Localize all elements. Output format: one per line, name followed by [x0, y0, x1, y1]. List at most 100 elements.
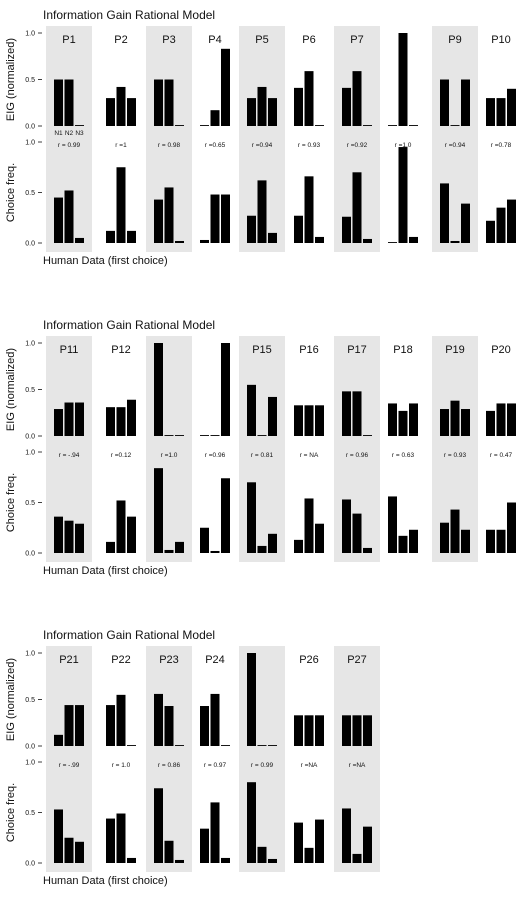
eig-bar-N2 — [257, 745, 267, 746]
choice-bar-N3 — [127, 516, 136, 553]
correlation-label: r = 0.97 — [204, 762, 227, 769]
panel-col5: r = 0.99 — [247, 653, 277, 863]
chart-title: Information Gain Rational Model — [43, 318, 215, 332]
eig-bar-N3 — [507, 403, 516, 436]
eig-bar-N2 — [304, 71, 314, 126]
eig-bar-N2 — [164, 706, 174, 746]
x-axis-label: Human Data (first choice) — [43, 565, 168, 577]
correlation-label: r =1.0 — [395, 142, 412, 149]
eig-bar-N2 — [257, 86, 267, 126]
panel-col8: r =1.0 — [388, 33, 418, 243]
choice-bar-N3 — [461, 203, 470, 243]
panel-label: P5 — [255, 34, 268, 46]
eig-bar-N1 — [200, 706, 209, 746]
eig-bar-N1 — [200, 435, 209, 436]
panel-col4: r =0.96 — [200, 343, 230, 553]
eig-bar-N3 — [268, 396, 277, 436]
category-label: N1 — [54, 130, 63, 137]
panel-P4: P4 r =0.65 — [200, 34, 230, 243]
eig-bar-N1 — [54, 79, 63, 126]
eig-bar-N3 — [315, 125, 324, 126]
y-axis-label-eig: EIG (normalized) — [5, 658, 17, 741]
eig-bar-N3 — [363, 125, 372, 126]
choice-bar-N2 — [164, 187, 174, 243]
eig-bar-N1 — [247, 653, 256, 746]
eig-bar-N1 — [247, 384, 256, 436]
y-axis-label-eig: EIG (normalized) — [5, 38, 17, 121]
choice-bar-N2 — [116, 813, 126, 863]
panel-label: P4 — [208, 34, 221, 46]
y-tick-label: 1.0 — [25, 341, 35, 348]
y-axis-label-choice: Choice freq. — [5, 163, 17, 222]
panel-P24: P24 r = 0.97 — [200, 654, 230, 863]
panel-P26: P26 r =NA — [294, 654, 324, 863]
correlation-label: r =NA — [349, 762, 366, 769]
panel-label: P3 — [162, 34, 175, 46]
panel-label: P7 — [350, 34, 363, 46]
panel-P11: P11 r = -.94 — [54, 344, 84, 553]
correlation-label: r = 0.96 — [346, 452, 369, 459]
choice-bar-N1 — [106, 541, 115, 553]
panel-label: P9 — [448, 34, 461, 46]
correlation-label: r = 0.93 — [298, 142, 321, 149]
chart-title: Information Gain Rational Model — [43, 628, 215, 642]
choice-bar-N3 — [363, 547, 372, 553]
eig-bar-N2 — [164, 435, 174, 436]
panel-label: P23 — [159, 654, 179, 666]
panel-shade-P15 — [239, 336, 285, 562]
eig-bar-N2 — [64, 79, 74, 126]
correlation-label: r = 0.86 — [158, 762, 181, 769]
correlation-label: r =0.96 — [205, 452, 226, 459]
choice-bar-N1 — [440, 183, 449, 243]
correlation-label: r =0.92 — [347, 142, 368, 149]
choice-bar-N3 — [175, 859, 184, 863]
panel-P20: P20 r = 0.47 — [486, 344, 516, 553]
category-label: N2 — [65, 130, 74, 137]
y-tick-label: 1.0 — [25, 760, 35, 767]
choice-bar-N2 — [164, 840, 174, 863]
eig-bar-N3 — [268, 98, 277, 126]
choice-bar-N3 — [221, 478, 230, 553]
correlation-label: r = -.99 — [59, 762, 80, 769]
panel-shade-P21 — [46, 646, 92, 872]
choice-bar-N1 — [247, 482, 256, 553]
choice-bar-N3 — [127, 230, 136, 243]
choice-bar-N3 — [409, 529, 418, 553]
choice-bar-N1 — [54, 197, 63, 243]
eig-bar-N1 — [106, 407, 115, 436]
y-tick-label: 0.5 — [25, 810, 35, 817]
choice-bar-N2 — [450, 509, 460, 553]
choice-bar-N2 — [450, 240, 460, 243]
panel-P3: P3 r = 0.98 — [154, 34, 184, 243]
eig-bar-N3 — [461, 79, 470, 126]
panel-col3: r =1.0 — [154, 343, 184, 553]
x-axis-label: Human Data (first choice) — [43, 875, 168, 887]
correlation-label: r =NA — [301, 762, 318, 769]
eig-bar-N3 — [127, 745, 136, 746]
eig-bar-N1 — [154, 693, 163, 746]
correlation-label: r = -.94 — [59, 452, 80, 459]
choice-bar-N3 — [221, 857, 230, 863]
choice-bar-N3 — [315, 523, 324, 553]
correlation-label: r =0.78 — [491, 142, 512, 149]
choice-bar-N3 — [268, 533, 277, 553]
choice-bar-N2 — [304, 498, 314, 553]
eig-bar-N3 — [75, 125, 84, 126]
choice-bar-N3 — [268, 232, 277, 243]
choice-bar-N3 — [175, 240, 184, 243]
choice-bar-N3 — [75, 237, 84, 243]
choice-bar-N3 — [175, 541, 184, 553]
eig-bar-N1 — [342, 715, 351, 746]
eig-bar-N3 — [315, 405, 324, 436]
choice-bar-N1 — [54, 809, 63, 863]
y-tick-label: 0.0 — [25, 551, 35, 558]
eig-bar-N2 — [450, 400, 460, 436]
correlation-label: r = 0.81 — [251, 452, 274, 459]
eig-bar-N2 — [210, 693, 220, 746]
eig-bar-N2 — [352, 715, 362, 746]
choice-bar-N2 — [64, 190, 74, 243]
correlation-label: r = 1.0 — [112, 762, 131, 769]
eig-bar-N2 — [496, 403, 506, 436]
correlation-label: r =1 — [115, 142, 127, 149]
